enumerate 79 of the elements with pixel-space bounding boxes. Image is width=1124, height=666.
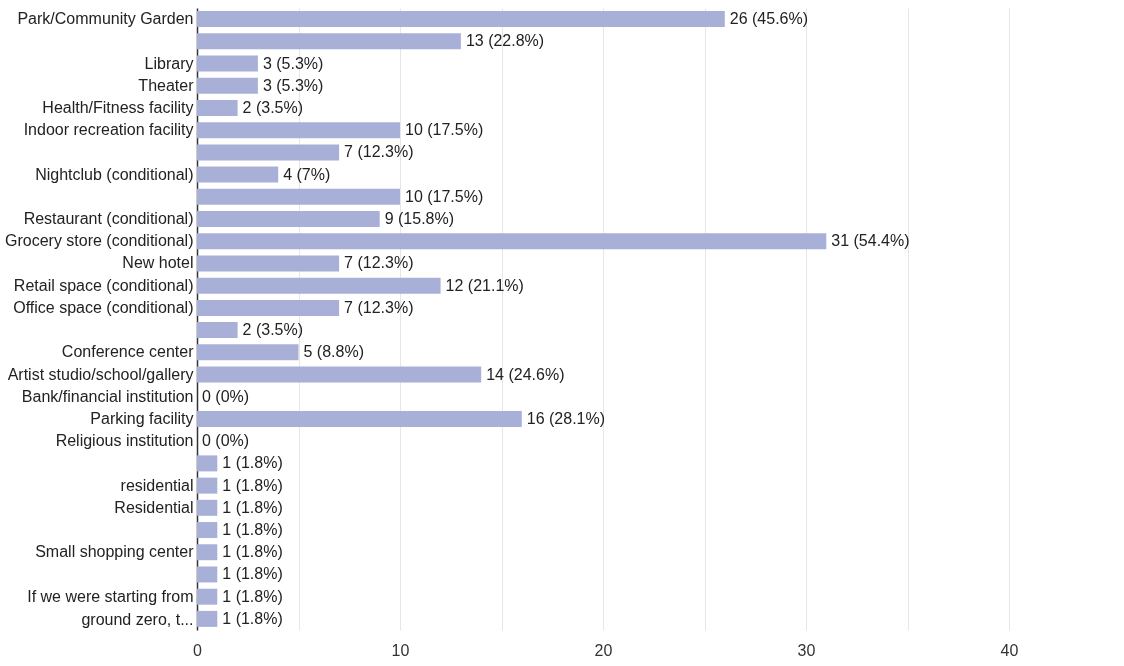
y-tick-label: New hotel [122, 254, 194, 272]
data-label: 1 (1.8%) [222, 476, 283, 494]
y-tick-label: Restaurant (conditional) [23, 210, 194, 228]
data-label: 9 (15.8%) [384, 210, 455, 228]
y-tick-label: Indoor recreation facility [23, 121, 194, 139]
bar [197, 544, 218, 561]
bar [197, 499, 218, 516]
bar [197, 322, 238, 339]
bar [197, 166, 279, 183]
data-label: 12 (21.1%) [445, 276, 524, 294]
data-label: 2 (3.5%) [242, 98, 304, 116]
data-label: 31 (54.4%) [831, 232, 910, 250]
data-label: 1 (1.8%) [222, 498, 283, 516]
data-label: 3 (5.3%) [262, 54, 324, 72]
bar [197, 588, 218, 605]
bar [197, 410, 522, 427]
data-label: 4 (7%) [283, 165, 331, 183]
bar [197, 211, 380, 228]
data-label: 26 (45.6%) [729, 10, 809, 28]
bar [197, 99, 238, 116]
y-tick-label: Library [144, 54, 194, 72]
y-tick-label: Bank/financial institution [21, 387, 194, 405]
y-tick-label: Park/Community Garden [17, 10, 194, 28]
bar [197, 522, 218, 539]
bar [197, 144, 340, 161]
bar [197, 477, 218, 494]
data-label: 5 (8.8%) [303, 343, 364, 361]
data-label: 1 (1.8%) [222, 521, 283, 539]
bar [197, 233, 827, 250]
x-tick-label: 30 [797, 641, 816, 659]
bar [197, 55, 258, 72]
data-label: 7 (12.3%) [344, 143, 414, 161]
data-label: 16 (28.1%) [526, 409, 606, 427]
bar [197, 77, 258, 94]
data-label: 7 (12.3%) [344, 298, 414, 316]
y-tick-label: Health/Fitness facility [42, 98, 194, 116]
y-tick-label: Artist studio/school/gallery [7, 365, 194, 383]
data-label: 2 (3.5%) [242, 321, 304, 339]
y-tick-label: Religious institution [55, 432, 194, 450]
y-tick-label: Office space (conditional) [13, 298, 194, 316]
y-tick-label: residential [120, 476, 194, 494]
y-tick-label: If we were starting from ground zero, t... [27, 587, 194, 628]
data-label: 7 (12.3%) [344, 254, 414, 272]
bar [197, 366, 482, 383]
x-tick-label: 40 [1000, 641, 1019, 659]
data-label: 1 (1.8%) [222, 609, 283, 627]
data-label: 0 (0%) [202, 387, 250, 405]
bar [197, 344, 299, 361]
bar [197, 299, 340, 316]
data-label: 3 (5.3%) [262, 76, 324, 94]
y-tick-label: Nightclub (conditional) [35, 165, 194, 183]
y-tick-label: Small shopping center [35, 543, 195, 561]
bar [197, 455, 218, 472]
y-tick-label: Conference center [61, 343, 195, 361]
x-tick-label: 0 [193, 641, 203, 659]
bar [197, 33, 461, 50]
data-label: 14 (24.6%) [486, 365, 565, 383]
y-tick-label: Parking facility [90, 409, 194, 427]
data-label: 10 (17.5%) [405, 121, 484, 139]
bar [197, 566, 218, 583]
data-label: 1 (1.8%) [222, 543, 283, 561]
bar [197, 255, 340, 272]
bar [197, 11, 725, 28]
y-tick-label: Residential [114, 498, 194, 516]
x-tick-label: 10 [391, 641, 410, 659]
y-tick-label: Retail space (conditional) [13, 276, 194, 294]
data-label: 13 (22.8%) [465, 32, 545, 50]
data-label: 0 (0%) [202, 432, 250, 450]
bar [197, 122, 400, 139]
data-label: 10 (17.5%) [405, 187, 484, 205]
y-tick-label: Theater [138, 76, 195, 94]
x-tick-label: 20 [594, 641, 613, 659]
data-label: 1 (1.8%) [222, 565, 283, 583]
bar [197, 277, 441, 294]
bar [197, 188, 400, 205]
data-label: 1 (1.8%) [222, 587, 283, 605]
y-tick-label: Grocery store (conditional) [4, 232, 194, 250]
data-label: 1 (1.8%) [222, 454, 283, 472]
bar [197, 610, 218, 627]
